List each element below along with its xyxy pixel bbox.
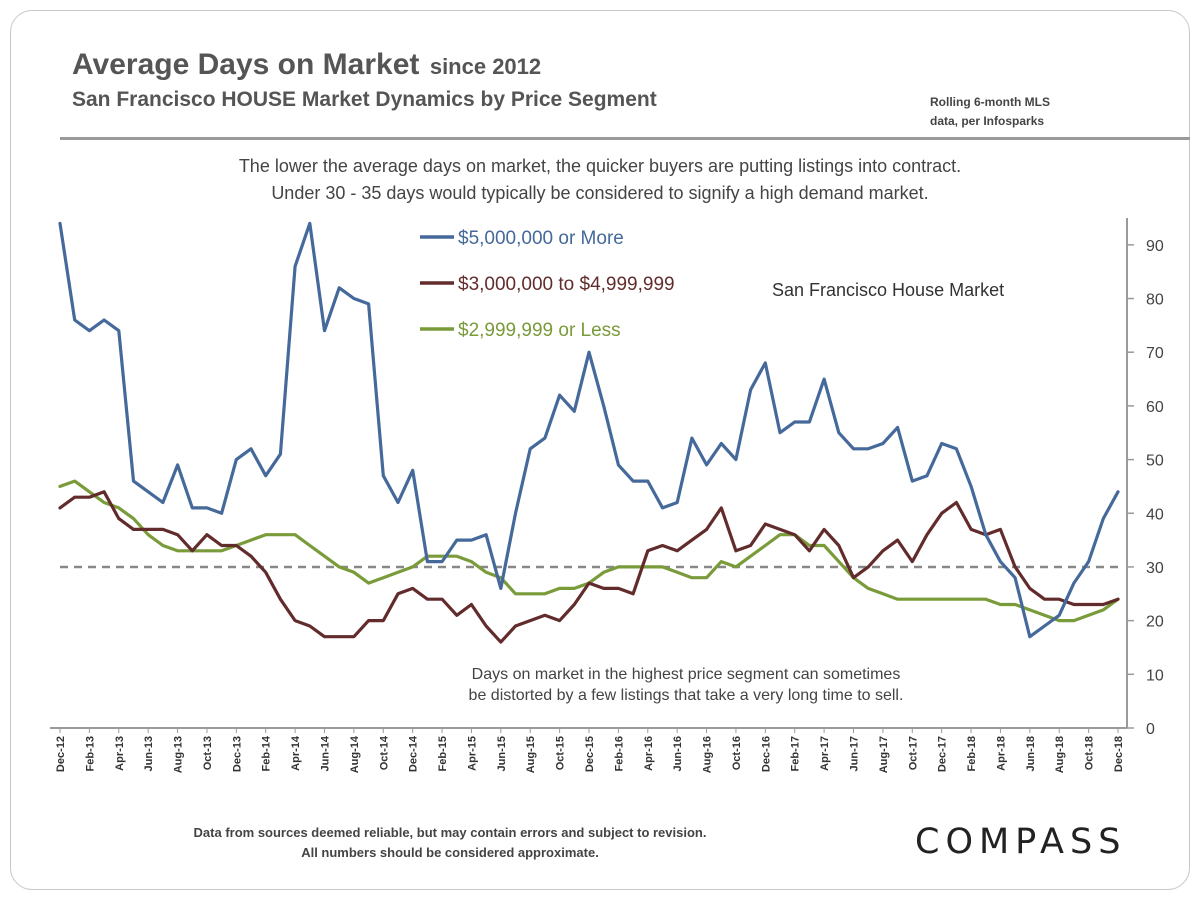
x-tick-label-5: Oct-13 — [202, 736, 214, 770]
x-tick-label-3: Jun-13 — [143, 736, 155, 771]
legend-label-1: $3,000,000 to $4,999,999 — [458, 274, 675, 295]
chart-subtitle: San Francisco HOUSE Market Dynamics by P… — [72, 88, 657, 111]
x-tick-label-16: Aug-15 — [525, 736, 537, 773]
x-tick-label-2: Apr-13 — [114, 736, 126, 771]
x-tick-label-26: Apr-17 — [819, 736, 831, 771]
x-tick-label-34: Aug-18 — [1054, 736, 1066, 773]
y-tick-label-6: 60 — [1146, 399, 1164, 416]
legend-label-0: $5,000,000 or More — [458, 228, 624, 249]
description-line-2: Under 30 - 35 days would typically be co… — [271, 183, 929, 203]
x-tick-label-17: Oct-15 — [555, 736, 567, 770]
x-tick-label-27: Jun-17 — [849, 736, 861, 771]
x-tick-label-4: Aug-13 — [173, 736, 185, 773]
x-tick-label-18: Dec-15 — [584, 736, 596, 772]
x-tick-label-1: Feb-13 — [84, 736, 96, 771]
chart-label: San Francisco House Market — [772, 280, 1004, 300]
chart-card — [10, 10, 1190, 890]
x-tick-label-19: Feb-16 — [613, 736, 625, 771]
x-tick-label-14: Apr-15 — [466, 736, 478, 771]
x-tick-label-15: Jun-15 — [496, 736, 508, 771]
source-note: Rolling 6-month MLS data, per Infosparks — [930, 93, 1100, 131]
x-tick-label-8: Apr-14 — [290, 735, 302, 771]
source-line-1: Rolling 6-month MLS — [930, 95, 1050, 109]
x-tick-label-10: Aug-14 — [349, 735, 361, 773]
x-tick-label-30: Dec-17 — [937, 736, 949, 772]
x-tick-label-32: Apr-18 — [995, 736, 1007, 771]
disclaimer-line-2: All numbers should be considered approxi… — [301, 845, 599, 860]
x-tick-label-21: Jun-16 — [672, 736, 684, 771]
x-tick-label-35: Oct-18 — [1084, 736, 1096, 770]
x-tick-label-36: Dec-18 — [1113, 736, 1125, 772]
compass-logo: COMPASS — [915, 822, 1127, 862]
annotation-line-1: Days on market in the highest price segm… — [472, 666, 901, 683]
series-line-0 — [58, 221, 1120, 639]
disclaimer-line-1: Data from sources deemed reliable, but m… — [193, 825, 707, 840]
disclaimer: Data from sources deemed reliable, but m… — [100, 823, 800, 863]
x-tick-label-25: Feb-17 — [790, 736, 802, 771]
legend-label-2: $2,999,999 or Less — [458, 320, 621, 341]
x-tick-label-28: Aug-17 — [878, 736, 890, 773]
y-tick-label-7: 70 — [1146, 345, 1164, 362]
series-line-2 — [58, 479, 1120, 623]
description-line-1: The lower the average days on market, th… — [238, 156, 962, 176]
chart-description: The lower the average days on market, th… — [60, 153, 1140, 207]
x-tick-label-22: Aug-16 — [702, 736, 714, 773]
y-tick-label-8: 80 — [1146, 292, 1164, 309]
x-tick-label-29: Oct-17 — [907, 736, 919, 770]
y-tick-label-0: 0 — [1146, 721, 1155, 738]
x-tick-label-9: Jun-14 — [320, 735, 332, 771]
x-tick-label-12: Dec-14 — [408, 735, 420, 772]
x-tick-label-11: Oct-14 — [378, 735, 390, 770]
chart-title: Average Days on Market since 2012 — [72, 48, 541, 82]
source-line-2: data, per Infosparks — [930, 114, 1045, 128]
y-tick-label-4: 40 — [1146, 506, 1164, 523]
series-line-1 — [58, 490, 1120, 644]
x-tick-label-20: Apr-16 — [643, 736, 655, 771]
y-tick-label-1: 10 — [1146, 667, 1164, 684]
title-suffix: since 2012 — [429, 54, 542, 79]
x-tick-label-31: Feb-18 — [966, 736, 978, 771]
x-tick-label-33: Jun-18 — [1025, 736, 1037, 771]
x-tick-label-0: Dec-12 — [55, 736, 67, 772]
annotation-line-2: be distorted by a few listings that take… — [469, 687, 904, 704]
x-tick-label-24: Dec-16 — [760, 736, 772, 772]
x-tick-label-6: Dec-13 — [231, 736, 243, 772]
y-tick-label-9: 90 — [1146, 238, 1164, 255]
y-tick-label-3: 30 — [1146, 560, 1164, 577]
header-divider — [60, 137, 1190, 140]
y-tick-label-5: 50 — [1146, 453, 1164, 470]
x-tick-label-7: Feb-14 — [261, 735, 273, 771]
x-tick-label-13: Feb-15 — [437, 736, 449, 771]
y-tick-label-2: 20 — [1146, 614, 1164, 631]
x-tick-label-23: Oct-16 — [731, 736, 743, 770]
title-main: Average Days on Market — [72, 48, 420, 81]
